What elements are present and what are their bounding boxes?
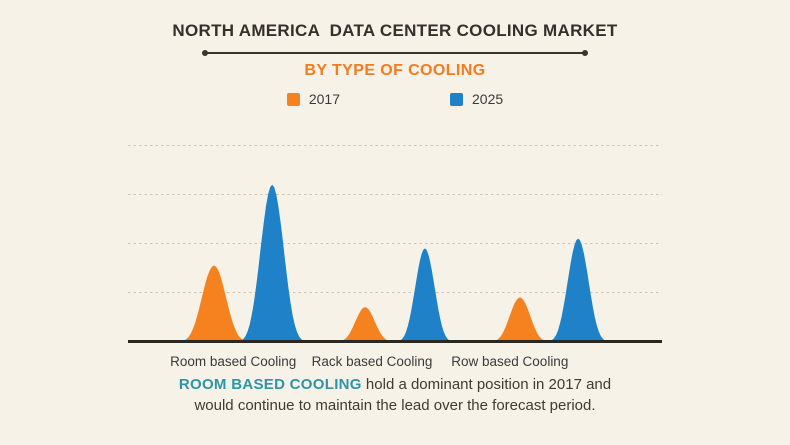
legend-item-2017: 2017 (286, 91, 340, 107)
peak-2017-row-based-cooling (484, 297, 556, 342)
legend-label-2017: 2017 (308, 91, 340, 107)
chart-title: NORTH AMERICA DATA CENTER COOLING MARKET (172, 21, 618, 40)
peak-2025-rack-based-cooling (390, 248, 460, 342)
x-axis-label-row-based-cooling: Row based Cooling (451, 354, 569, 369)
x-axis-label-room-based-cooling: Room based Cooling (170, 354, 297, 369)
density-peak-chart (128, 145, 662, 343)
caption: ROOM BASED COOLING hold a dominant posit… (0, 374, 790, 416)
legend-swatch-2025 (450, 92, 463, 106)
peak-2025-room-based-cooling (231, 184, 314, 342)
title-divider (202, 50, 588, 56)
caption-rest: hold a dominant position in 2017 and wou… (194, 376, 612, 414)
caption-text: ROOM BASED COOLING hold a dominant posit… (160, 374, 630, 416)
legend-label-2025: 2025 (472, 91, 504, 107)
legend-item-2025: 2025 (450, 91, 503, 107)
x-axis-label-rack-based-cooling: Rack based Cooling (311, 354, 433, 369)
chart-subtitle: BY TYPE OF COOLING (304, 62, 486, 79)
peak-2017-rack-based-cooling (330, 307, 400, 342)
peak-2017-room-based-cooling (171, 265, 257, 342)
divider-left-dot (202, 50, 208, 56)
peak-2025-row-based-cooling (541, 238, 615, 342)
legend-swatch-2017 (286, 92, 300, 106)
legend: 2017 2025 (0, 91, 790, 107)
divider-right-dot (582, 50, 588, 56)
caption-highlight: ROOM BASED COOLING (178, 376, 362, 393)
